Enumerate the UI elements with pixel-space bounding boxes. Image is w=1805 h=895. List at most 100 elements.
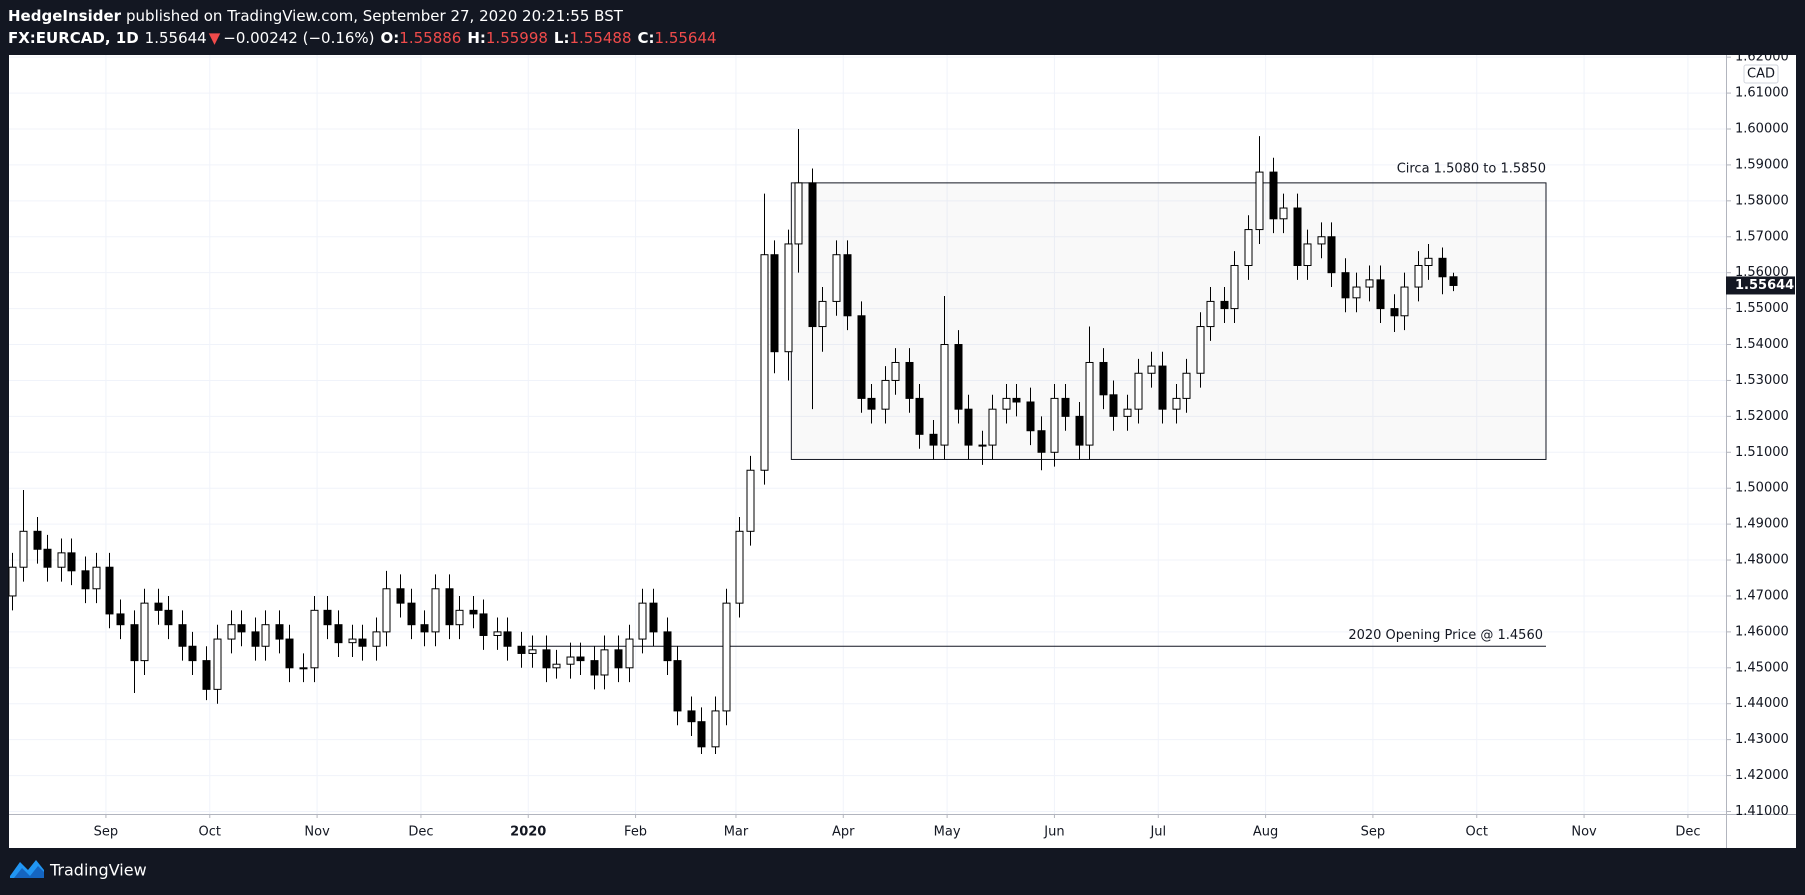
candle-body <box>334 624 343 644</box>
candle-body <box>1158 365 1167 410</box>
y-tick-label: 1.41000 <box>1735 804 1789 819</box>
x-tick-label: Nov <box>1571 825 1597 840</box>
candle-body <box>1244 229 1253 266</box>
candle-body <box>1002 397 1011 410</box>
y-tick-label: 1.45000 <box>1735 660 1789 675</box>
symbol: FX:EURCAD, 1D <box>8 29 139 47</box>
candle-body <box>638 602 647 640</box>
y-tick-label: 1.51000 <box>1735 445 1789 460</box>
candle-body <box>929 433 938 446</box>
candle-body <box>881 379 890 410</box>
candle-body <box>1414 264 1423 288</box>
candle-body <box>1279 207 1288 220</box>
candle-body <box>105 566 114 615</box>
candle-body <box>687 710 696 723</box>
candle-body <box>1449 276 1458 286</box>
candle-body <box>760 254 769 471</box>
candle-body <box>323 609 332 626</box>
x-tick-label: Oct <box>199 825 221 840</box>
candle-body <box>978 444 987 447</box>
candle-body <box>1172 397 1181 410</box>
close-label: C: <box>638 29 655 47</box>
candle-body <box>891 361 900 381</box>
x-tick-label: Oct <box>1466 825 1488 840</box>
candle-body <box>251 631 260 647</box>
y-tick-label: 1.59000 <box>1735 157 1789 172</box>
candle-body <box>1376 279 1385 310</box>
y-tick-label: 1.55000 <box>1735 301 1789 316</box>
candle-body <box>1365 279 1374 288</box>
candle-body <box>8 566 17 597</box>
last-price-tag <box>1726 276 1795 295</box>
last-price-label: 1.55644 <box>1735 278 1794 293</box>
candle-body <box>43 548 52 568</box>
currency: CAD <box>1747 67 1775 82</box>
candle-body <box>188 645 197 662</box>
y-tick-label: 1.60000 <box>1735 121 1789 136</box>
currency-box <box>1743 64 1779 84</box>
close-value: 1.55644 <box>655 29 717 47</box>
x-tick-label: Jun <box>1043 825 1064 840</box>
candle-body <box>832 254 841 302</box>
candle-body <box>469 609 478 615</box>
candle-body <box>722 602 731 712</box>
candle-body <box>285 638 294 669</box>
candle-body <box>1303 243 1312 266</box>
candle-body <box>794 182 803 245</box>
candle-body <box>178 624 187 647</box>
candle-body <box>552 663 561 669</box>
x-tick-label: 2020 <box>510 825 546 840</box>
x-tick-label: Mar <box>724 825 749 840</box>
candle-body <box>1352 286 1361 299</box>
candle-body <box>396 588 405 604</box>
candle-body <box>164 609 173 626</box>
range-box-label: Circa 1.5080 to 1.5850 <box>1397 161 1546 176</box>
y-tick-label: 1.52000 <box>1735 409 1789 424</box>
y-tick-label: 1.49000 <box>1735 517 1789 532</box>
candle-body <box>528 649 537 654</box>
candle-body <box>382 588 391 633</box>
candle-body <box>697 721 706 748</box>
opening-price-label: 2020 Opening Price @ 1.4560 <box>1348 628 1543 643</box>
axes: 1.41000 1.42000 1.43000 1.44000 1.45000 1.460… <box>94 50 1795 840</box>
candle-body <box>1134 372 1143 410</box>
header-line-2: FX:EURCAD, 1D 1.55644 ▼ −0.00242 (−0.16%) O:… <box>8 29 717 47</box>
candle-body <box>202 660 211 690</box>
candle-body <box>479 613 488 636</box>
y-tick-label: 1.54000 <box>1735 337 1789 352</box>
candle-body <box>1012 397 1021 403</box>
change: −0.00242 (−0.16%) <box>223 29 374 47</box>
y-tick-label: 1.57000 <box>1735 229 1789 244</box>
candle-body <box>1075 415 1084 446</box>
candle-body <box>213 638 222 690</box>
candle-body <box>1109 394 1118 417</box>
annotations: Circa 1.5080 to 1.5850 2020 Opening Price… <box>528 161 1547 647</box>
candle-body <box>711 710 720 748</box>
y-tick-label: 1.50000 <box>1735 481 1789 496</box>
high-label: H: <box>467 29 486 47</box>
candle-body <box>770 254 779 353</box>
candle-body <box>116 613 125 626</box>
x-tick-label: Sep <box>94 825 119 840</box>
footer-brand: TradingView <box>49 861 147 880</box>
candle-body <box>154 602 163 611</box>
candle-body <box>843 254 852 317</box>
candle-body <box>954 344 963 410</box>
candle-body <box>1341 272 1350 299</box>
candle-body <box>576 656 585 662</box>
candle-body <box>1037 430 1046 453</box>
candle-body <box>1061 397 1070 417</box>
candle-body <box>1317 236 1326 245</box>
candle-body <box>649 602 658 633</box>
candle-body <box>940 344 949 446</box>
candle-body <box>673 660 682 712</box>
candle-body <box>1182 372 1191 399</box>
candle-body <box>348 638 357 644</box>
candle-body <box>566 656 575 665</box>
y-tick-label: 1.53000 <box>1735 373 1789 388</box>
candle-body <box>1438 257 1447 278</box>
candles <box>8 128 1458 755</box>
candle-body <box>1400 286 1409 317</box>
candle-body <box>1424 257 1433 266</box>
y-tick-label: 1.46000 <box>1735 624 1789 639</box>
